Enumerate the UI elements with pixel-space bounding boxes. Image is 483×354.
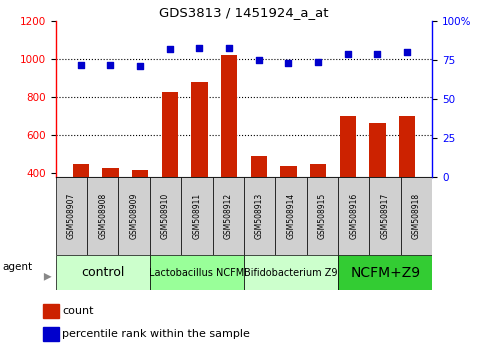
Text: count: count [62,306,94,316]
Text: NCFM+Z9: NCFM+Z9 [350,266,420,280]
Bar [43,304,59,318]
Bar [150,177,181,255]
Bar [399,116,415,249]
Bar [280,166,297,249]
Bar [43,327,59,341]
Bar [87,177,118,255]
Text: GSM508917: GSM508917 [381,193,390,239]
Text: GSM508914: GSM508914 [286,193,296,239]
Bar [401,177,432,255]
Bar [310,164,326,249]
Bar [191,82,208,249]
Bar [162,92,178,249]
Point [314,59,322,64]
Bar [72,164,89,249]
Text: control: control [81,266,124,279]
Point [344,51,352,57]
Point [166,46,174,52]
Bar [338,255,432,290]
Text: GSM508908: GSM508908 [98,193,107,239]
Bar [307,177,338,255]
Bar [275,177,307,255]
Text: GSM508918: GSM508918 [412,193,421,239]
Point [107,62,114,68]
Bar [244,255,338,290]
Text: GSM508912: GSM508912 [224,193,233,239]
Text: GSM508915: GSM508915 [318,193,327,239]
Text: percentile rank within the sample: percentile rank within the sample [62,329,250,339]
Point [255,57,263,63]
Bar [221,56,237,249]
Bar [102,167,119,249]
Bar [244,177,275,255]
Point [196,45,203,51]
Bar [338,177,369,255]
Bar [369,123,385,249]
Bar [369,177,401,255]
Point [225,45,233,51]
Text: GSM508911: GSM508911 [192,193,201,239]
Point [136,64,144,69]
Text: GSM508909: GSM508909 [129,193,139,239]
Point [284,61,292,66]
Text: GSM508907: GSM508907 [67,193,76,239]
Bar [213,177,244,255]
Text: GSM508910: GSM508910 [161,193,170,239]
Text: Bifidobacterium Z9: Bifidobacterium Z9 [244,268,338,278]
Bar [181,177,213,255]
Bar [132,170,148,249]
Point [77,62,85,68]
Text: Lactobacillus NCFM: Lactobacillus NCFM [149,268,244,278]
Title: GDS3813 / 1451924_a_at: GDS3813 / 1451924_a_at [159,6,328,19]
Bar [56,177,87,255]
Text: GSM508913: GSM508913 [255,193,264,239]
Text: GSM508916: GSM508916 [349,193,358,239]
Point [403,50,411,55]
Bar [150,255,244,290]
Bar [340,116,356,249]
Bar [118,177,150,255]
Point [373,51,381,57]
Text: agent: agent [3,262,33,272]
Bar [251,156,267,249]
Bar [56,255,150,290]
